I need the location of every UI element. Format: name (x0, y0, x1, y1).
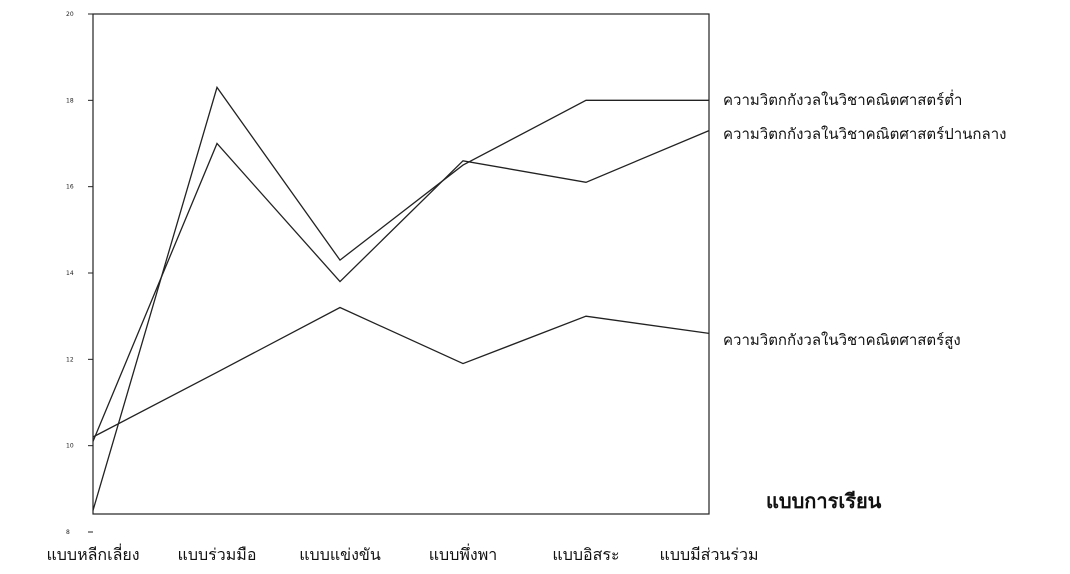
y-axis-ticks: 8 10 12 14 16 18 20 (66, 11, 93, 536)
y-tick-label: 12 (66, 356, 74, 363)
series-lines (92, 85, 710, 511)
series-line-3 (92, 306, 710, 438)
series-line-1 (92, 85, 709, 511)
y-tick-label: 8 (66, 529, 70, 536)
x-category-label: แบบแข่งขัน (299, 545, 381, 564)
y-tick-label: 20 (66, 11, 74, 18)
y-tick-label: 14 (66, 270, 74, 277)
x-axis-categories: แบบหลีกเลี่ยง แบบร่วมมือ แบบแข่งขัน แบบพึ่ง… (46, 543, 758, 564)
x-category-label: แบบหลีกเลี่ยง (46, 543, 139, 564)
series-label-1: ความวิตกกังวลในวิชาคณิตศาสตร์ต่ำ (723, 89, 962, 109)
x-category-label: แบบพึ่งพา (429, 543, 498, 564)
y-tick-label: 18 (66, 97, 74, 104)
y-tick-label: 16 (66, 184, 74, 191)
series-line-2 (92, 130, 710, 442)
series-labels: ความวิตกกังวลในวิชาคณิตศาสตร์ต่ำความวิตก… (723, 89, 1006, 349)
y-tick-label: 10 (66, 443, 74, 450)
plot-frame (92, 13, 710, 515)
x-category-label: แบบมีส่วนร่วม (660, 545, 759, 564)
series-label-3: ความวิตกกังวลในวิชาคณิตศาสตร์สูง (723, 331, 961, 349)
x-category-label: แบบอิสระ (552, 545, 619, 564)
x-category-label: แบบร่วมมือ (178, 545, 257, 564)
series-label-2: ความวิตกกังวลในวิชาคณิตศาสตร์ปานกลาง (723, 125, 1006, 143)
x-axis-label: แบบการเรียน (766, 489, 882, 513)
